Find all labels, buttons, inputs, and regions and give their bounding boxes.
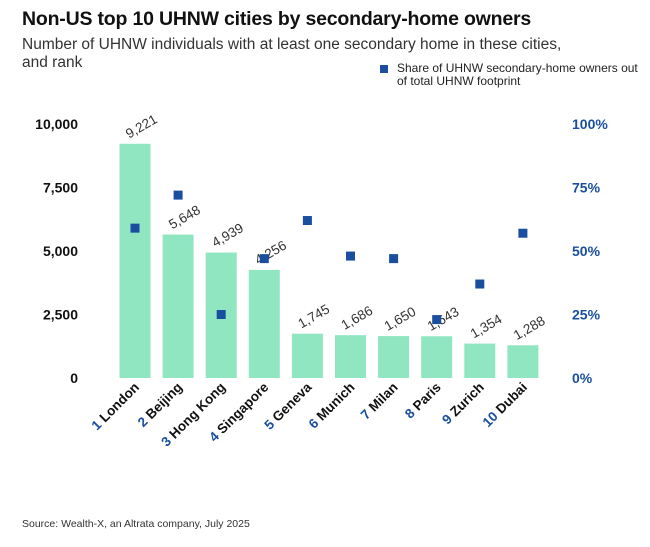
right-tick-label: 0% [572,370,593,386]
share-marker [389,254,399,264]
source-note: Source: Wealth-X, an Altrata company, Ju… [22,518,250,530]
chart-subtitle: Number of UHNW individuals with at least… [22,36,562,71]
legend-share-label: Share of UHNW secondary-home owners out … [397,61,638,88]
bar [507,345,539,378]
city-name: Milan [366,380,401,415]
share-marker [130,223,140,233]
right-tick-label: 75% [572,180,601,196]
x-category-label: 5 Geneva [261,379,314,432]
bars [119,143,539,378]
bar [464,343,496,378]
left-tick-label: 7,500 [43,180,78,196]
share-markers [130,190,528,325]
bar-value-label: 1,354 [468,311,505,341]
bar-value-label: 5,648 [166,202,203,232]
bar-value-label: 1,686 [339,303,376,333]
right-tick-label: 100% [572,116,608,132]
share-marker [432,315,442,325]
city-name: Zurich [447,380,487,420]
bar-value-label: 4,256 [252,238,289,268]
bar [421,336,453,378]
x-category-label: 1 London [89,380,143,434]
left-tick-label: 2,500 [43,307,78,323]
bar [291,333,323,378]
right-tick-label: 50% [572,243,601,259]
city-name: Paris [410,380,444,414]
share-marker [475,279,485,289]
legend: Share of UHNW secondary-home owners out … [380,62,640,88]
x-category-label: 6 Munich [306,380,358,432]
right-y-axis: 0% 25% 50% 75% 100% [572,116,608,386]
bar-value-label: 1,650 [382,304,419,334]
share-marker [302,216,312,226]
bar [248,269,280,378]
left-tick-label: 5,000 [43,243,78,259]
bar-value-label: 1,288 [511,313,548,343]
city-name: Dubai [493,380,530,417]
share-marker [216,310,226,319]
x-category-label: 8 Paris [402,380,444,422]
left-y-axis: 0 2,500 5,000 7,500 10,000 [35,116,78,386]
city-name: Beijing [143,380,185,422]
chart-title: Non-US top 10 UHNW cities by secondary-h… [22,8,532,30]
bar-value-label: 1,643 [425,304,462,334]
bar-value-label: 1,745 [295,301,332,331]
share-marker [518,228,528,238]
bar-value-label: 9,221 [123,111,160,141]
share-marker [259,254,269,264]
right-tick-label: 25% [572,307,601,323]
bar [335,335,366,378]
bar-value-label: 4,939 [209,220,246,250]
bar [378,336,410,378]
left-tick-label: 0 [70,370,78,386]
left-tick-label: 10,000 [35,116,78,132]
bar [162,234,194,378]
bar [119,143,151,378]
share-marker [173,190,183,200]
legend-square-marker-icon [380,65,388,73]
city-name: Munich [314,380,358,424]
x-category-label: 7 Milan [358,380,401,423]
share-marker [346,251,355,261]
x-category-label: 10 Dubai [480,380,530,430]
